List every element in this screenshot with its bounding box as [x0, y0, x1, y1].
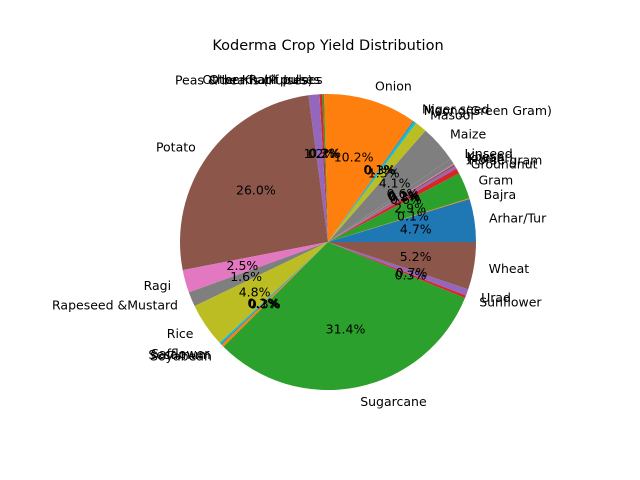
percent-label-jowar: 0.2%: [388, 189, 420, 204]
category-label-soyabean: Soyabean: [150, 349, 212, 364]
category-label-khesari: Khesari: [466, 149, 513, 164]
pie-slice-jowar: [328, 164, 456, 242]
pie-slice-masoor: [328, 123, 426, 242]
percent-label-groundnut: 0.6%: [390, 192, 422, 207]
percent-label-wheat: 5.2%: [400, 249, 432, 264]
percent-label-other-rabi-pulses: 0.3%: [308, 146, 340, 161]
percent-label-soyabean: 0.3%: [249, 297, 281, 312]
category-labels: Arhar/Tur BajraGramGroundnutHorse-gramJow…: [52, 72, 552, 409]
percent-label-urad: 0.7%: [396, 265, 428, 280]
pie-slice-potato: [179, 95, 328, 271]
percent-label-sunflower: 0.3%: [395, 267, 427, 282]
category-label-onion: Onion: [375, 79, 412, 94]
percent-label-sugarcane: 31.4%: [326, 322, 366, 337]
pie-slice-sunflower: [328, 242, 467, 299]
category-label-rice: Rice: [167, 326, 194, 341]
category-label-urad: Urad: [481, 290, 511, 305]
percent-label-safflower: 0.2%: [247, 295, 279, 310]
pie-slice-sugarcane: [223, 242, 465, 391]
category-label-groundnut: Groundnut: [471, 156, 538, 171]
category-label-other-kharif-pulses: Other Kharif pulses: [202, 72, 322, 87]
pie-slice-horse-gram: [328, 166, 457, 242]
percent-label-other-kharif-pulses: 0.2%: [309, 146, 341, 161]
category-label-ragi: Ragi: [144, 278, 171, 293]
pie-slice-khesari: [328, 163, 455, 242]
percent-label-ragi: 2.5%: [227, 258, 259, 273]
pie-slice-maize: [328, 130, 451, 242]
percent-label-potato: 26.0%: [236, 183, 276, 198]
chart-title: Koderma Crop Yield Distribution: [212, 38, 443, 54]
pie-slice-safflower: [219, 242, 328, 345]
pie-slice-sesamum: [220, 242, 328, 345]
percent-label-sesamum: 0.1%: [248, 296, 280, 311]
pie-slice-onion: [324, 94, 414, 243]
percent-labels: 4.7%0.1%2.9%0.6%0.3%0.2%0.1%0.6%4.1%1.3%…: [227, 146, 432, 337]
percent-label-horse-gram: 0.3%: [389, 190, 421, 205]
pie-slice-arhar-tur: [328, 199, 476, 242]
pie-slice-other-rabi-pulses: [319, 94, 328, 242]
percent-label-peas-beans-pulses: 1.2%: [304, 146, 336, 161]
percent-label-gram: 2.9%: [394, 201, 426, 216]
pie-slice-ragi: [182, 242, 328, 293]
category-label-sugarcane: Sugarcane: [360, 394, 427, 409]
category-label-niger-seed: Niger seed: [422, 102, 489, 117]
pie-slices: [179, 94, 476, 391]
category-label-safflower: Safflower: [151, 346, 210, 361]
percent-label-niger-seed: 0.1%: [363, 162, 395, 177]
category-label-rapeseed-mustard: Rapeseed &Mustard: [52, 298, 178, 313]
percent-label-rice: 4.8%: [239, 285, 271, 300]
pie-slice-peas-beans-pulses: [308, 94, 328, 242]
category-label-masoor: Masoor: [430, 108, 476, 123]
category-label-horse-gram: Horse-gram: [469, 152, 543, 167]
category-label-other-rabi-pulses: Other Rabi pulses: [209, 72, 320, 87]
pie-slice-other-kharif-pulses: [322, 94, 328, 242]
pie-slice-linseed: [328, 159, 454, 242]
pie-slice-rapeseed-mustard: [188, 242, 328, 307]
percent-label-bajra: 0.1%: [397, 209, 429, 224]
category-label-bajra: Bajra: [484, 187, 517, 202]
category-label-sesamum: Sesamum: [148, 347, 210, 362]
category-label-maize: Maize: [450, 127, 486, 142]
pie-slice-niger-seed: [328, 120, 414, 242]
pie-slice-wheat: [328, 242, 476, 290]
percent-label-rapeseed-mustard: 1.6%: [230, 269, 262, 284]
pie-slice-bajra: [328, 198, 470, 242]
pie-slice-rice: [194, 242, 328, 343]
category-label-gram: Gram: [479, 172, 514, 187]
percent-label-maize: 4.1%: [379, 176, 411, 191]
category-label-potato: Potato: [156, 140, 196, 155]
pie-slice-groundnut: [328, 168, 460, 242]
percent-label-moong-green-gram: 0.3%: [364, 163, 396, 178]
category-label-linseed: Linseed: [465, 146, 513, 161]
percent-label-khesari: 0.1%: [388, 188, 420, 203]
percent-label-onion: 10.2%: [334, 150, 374, 165]
category-label-arhar-tur: Arhar/Tur: [489, 211, 547, 226]
pie-slice-soyabean: [221, 242, 328, 347]
percent-label-arhar-tur: 4.7%: [400, 222, 432, 237]
category-label-jowar: Jowar: [466, 150, 502, 165]
pie-slice-moong-green-gram: [328, 121, 417, 242]
category-label-sunflower: Sunflower: [479, 295, 542, 310]
pie-slice-gram: [328, 173, 470, 242]
pie-slice-urad: [328, 242, 469, 296]
category-label-wheat: Wheat: [489, 261, 530, 276]
percent-label-masoor: 1.3%: [368, 165, 400, 180]
percent-label-linseed: 0.6%: [387, 186, 419, 201]
category-label-peas-beans-pulses: Peas & beans (Pulses): [175, 72, 313, 87]
category-label-moong-green-gram: Moong(Green Gram): [424, 103, 552, 118]
